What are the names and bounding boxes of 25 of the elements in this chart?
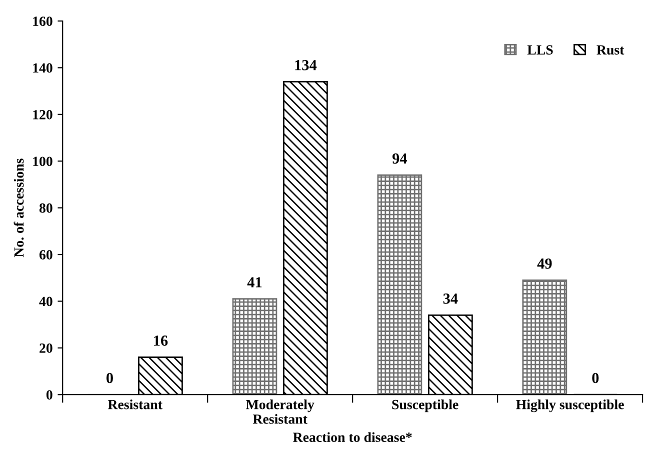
- data-label: 16: [154, 336, 168, 346]
- y-tick-label: 140: [33, 63, 52, 73]
- y-axis-title: No. of accessions: [14, 158, 24, 258]
- data-label: 94: [392, 153, 408, 164]
- data-label: 0: [106, 372, 113, 384]
- data-label: 134: [295, 60, 317, 70]
- x-tick-label: Highly susceptible: [516, 399, 624, 412]
- legend-label: Rust: [596, 45, 624, 55]
- data-label: 41: [247, 277, 262, 288]
- data-label: 34: [443, 294, 458, 304]
- data-label: 0: [592, 372, 599, 384]
- y-tick-label: 120: [33, 110, 52, 120]
- y-tick-label: 160: [33, 16, 52, 26]
- x-tick-label: Resistant: [108, 399, 162, 410]
- y-tick-label: 100: [33, 156, 52, 166]
- y-tick-label: 0: [46, 390, 52, 400]
- y-tick-label: 40: [39, 296, 52, 306]
- y-tick-label: 80: [39, 203, 52, 213]
- x-axis-title: Reaction to disease*: [293, 432, 412, 442]
- x-tick-label: Susceptible: [392, 399, 458, 412]
- y-tick-label: 60: [39, 250, 52, 260]
- legend-label: LLS: [527, 45, 553, 55]
- y-tick-label: 20: [40, 344, 52, 353]
- x-tick-label: Moderately Resistant: [246, 399, 314, 424]
- data-label: 49: [537, 258, 552, 269]
